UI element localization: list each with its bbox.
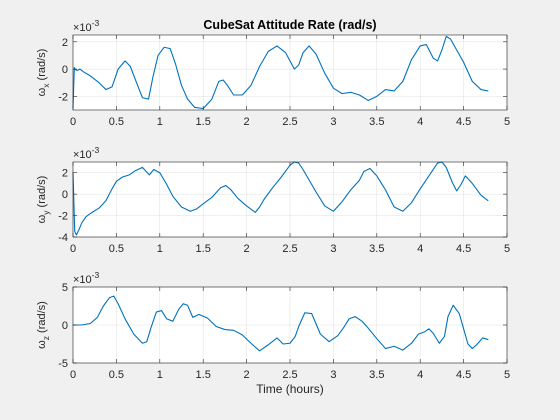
x-tick-label: 0 [70, 369, 76, 381]
y-axis-label: ωx (rad/s) [36, 49, 51, 97]
y-tick-label: 0 [62, 189, 68, 201]
x-tick-label: 3.5 [369, 243, 384, 255]
x-tick-label: 1.5 [196, 243, 211, 255]
axis-exponent-label: ×10-3 [73, 145, 100, 161]
y-tick-label: 5 [62, 282, 68, 294]
x-tick-label: 3.5 [369, 116, 384, 128]
series-line [72, 161, 489, 236]
x-tick-label: 3.5 [369, 369, 384, 381]
exponent-base: ×10 [73, 149, 92, 161]
x-tick-label: 1.5 [196, 369, 211, 381]
y-tick-label: -5 [58, 358, 68, 370]
y-tick-label: 0 [62, 320, 68, 332]
y-tick-label: -2 [58, 211, 68, 223]
x-tick-label: 2.5 [282, 369, 297, 381]
axes-1: 0 0.5 1 1.5 2 2.5 3 3.5 4 4.5 5 -2 0 2 ×10-3 ωx (rad/s)… [36, 18, 510, 128]
y-axis-label-unit: (rad/s) [36, 49, 48, 84]
y-axis-label-symbol: ω [36, 87, 48, 96]
y-axis-label-symbol: ω [36, 340, 48, 349]
y-tick-label: 0 [62, 64, 68, 76]
axis-exponent-label: ×10-3 [73, 18, 100, 34]
y-tick-label: 2 [62, 168, 68, 180]
y-axis-label-subscript: z [41, 336, 51, 340]
plot-area [73, 35, 507, 110]
x-tick-label: 2.5 [282, 243, 297, 255]
x-tick-label: 2 [244, 369, 250, 381]
x-tick-label: 2 [244, 116, 250, 128]
y-axis-label-unit: (rad/s) [36, 176, 48, 211]
axis-exponent-label: ×10-3 [73, 270, 100, 286]
x-tick-label: 5 [504, 369, 510, 381]
exponent-power: -3 [92, 145, 100, 155]
y-axis-label-unit: (rad/s) [36, 301, 48, 336]
y-axis-label: ωy (rad/s) [36, 176, 51, 224]
y-tick-label: -4 [58, 232, 68, 244]
x-tick-label: 1 [157, 243, 163, 255]
x-tick-label: 4.5 [456, 116, 471, 128]
series-line [72, 35, 489, 110]
exponent-power: -3 [92, 270, 100, 280]
x-tick-label: 3 [330, 116, 336, 128]
y-axis-label-subscript: y [41, 210, 51, 215]
x-tick-label: 0 [70, 116, 76, 128]
x-tick-label: 1.5 [196, 116, 211, 128]
x-tick-label: 0.5 [109, 116, 124, 128]
x-tick-label: 4 [417, 116, 423, 128]
y-tick-label: 2 [62, 37, 68, 49]
y-axis-label: ωz (rad/s) [36, 301, 51, 349]
x-tick-label: 5 [504, 243, 510, 255]
x-axis-label: Time (hours) [256, 382, 324, 396]
x-tick-label: 0.5 [109, 369, 124, 381]
x-tick-label: 0.5 [109, 243, 124, 255]
exponent-power: -3 [92, 18, 100, 28]
y-tick-label: -2 [58, 91, 68, 103]
x-tick-label: 4 [417, 369, 423, 381]
series-line [72, 295, 489, 352]
x-tick-label: 4.5 [456, 369, 471, 381]
x-tick-label: 0 [70, 243, 76, 255]
x-tick-label: 5 [504, 116, 510, 128]
x-tick-label: 1 [157, 369, 163, 381]
y-axis-label-symbol: ω [36, 214, 48, 223]
plot-area [73, 287, 507, 363]
x-tick-label: 4.5 [456, 243, 471, 255]
y-axis-label-subscript: x [41, 83, 51, 88]
exponent-base: ×10 [73, 22, 92, 34]
axes-3: 0 0.5 1 1.5 2 2.5 3 3.5 4 4.5 5-505×10-3ωz (rad/s)… [36, 270, 510, 396]
chart-title: CubeSat Attitude Rate (rad/s) [203, 18, 376, 32]
exponent-base: ×10 [73, 274, 92, 286]
x-tick-label: 2 [244, 243, 250, 255]
plot-area [73, 162, 507, 237]
axes-2: 0 0.5 1 1.5 2 2.5 3 3.5 4 4.5 5 -4 -2 0 2 ×10-3 ωy (rad/… [36, 145, 510, 255]
x-tick-label: 3 [330, 243, 336, 255]
x-tick-label: 2.5 [282, 116, 297, 128]
x-tick-label: 4 [417, 243, 423, 255]
x-tick-label: 1 [157, 116, 163, 128]
x-tick-label: 3 [330, 369, 336, 381]
